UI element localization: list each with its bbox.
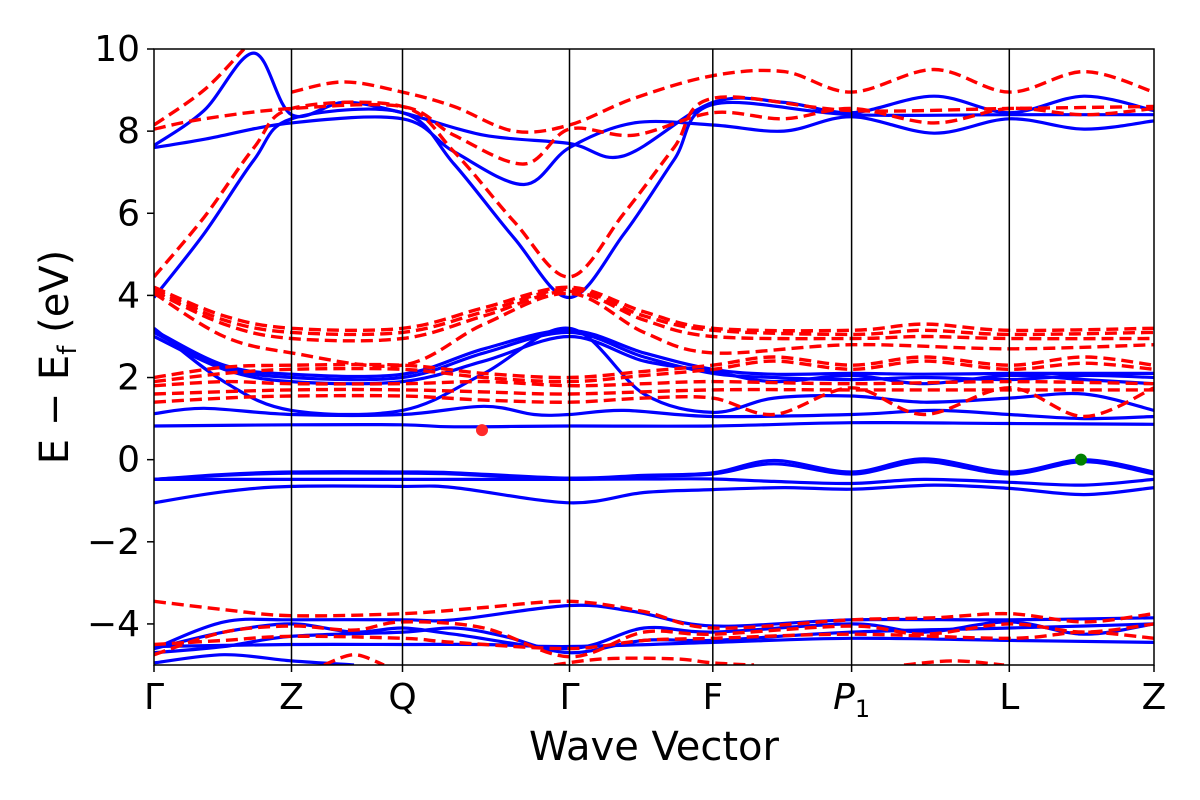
red-dashed-band-31 — [154, 599, 1154, 630]
blue-band-5 — [154, 404, 1154, 421]
y-tick-label-1: 8 — [117, 111, 140, 152]
red-dashed-band-36 — [903, 659, 1005, 665]
x-tick-label-3: Γ — [559, 677, 579, 718]
plot-frame — [153, 48, 1155, 666]
x-tick-label-6: L — [999, 677, 1019, 718]
blue-band-9 — [154, 326, 1154, 417]
red-dashed-band-23 — [154, 359, 1154, 384]
y-tick-label-2: 6 — [117, 193, 140, 234]
kpoint-lines — [290, 49, 1011, 665]
y-tick-label-0: 10 — [94, 29, 140, 70]
blue-band-16 — [154, 603, 1154, 651]
red-dashed-band-22 — [154, 355, 1154, 380]
red-dashed-band-25 — [154, 387, 1154, 396]
red-dashed-band-34 — [323, 653, 385, 665]
red-dashed-band-26 — [154, 386, 1154, 419]
red-dashed-band-35 — [553, 656, 755, 665]
x-tick-label-4: F — [702, 677, 723, 718]
red-dashed-band-19 — [154, 287, 1154, 337]
blue-band-0 — [154, 483, 1154, 505]
red-dashed-band-28 — [154, 102, 1154, 166]
y-tick-label-3: 4 — [117, 275, 140, 316]
blue-band-11 — [154, 115, 1154, 187]
blue-band-13 — [154, 653, 355, 665]
y-axis-ticks: 10 8 6 4 2 0 −2 −4 — [87, 29, 154, 645]
red-point — [476, 424, 488, 437]
red-dashed-band-27 — [154, 95, 1154, 279]
x-tick-label-5: P1 — [833, 677, 870, 723]
blue-band-1 — [154, 477, 1154, 487]
y-axis-label: E − Ef (eV) — [32, 250, 83, 465]
y-axis-label-unit: (eV) — [32, 250, 78, 346]
y-tick-label-4: 2 — [117, 358, 140, 399]
y-tick-label-7: −4 — [87, 604, 140, 645]
x-axis-label: Wave Vector — [529, 724, 780, 770]
blue-band-12 — [154, 51, 1154, 159]
blue-band-10 — [154, 100, 1154, 300]
red-dashed-band-21 — [154, 291, 1154, 368]
blue-band-7 — [154, 330, 1154, 382]
red-dashed-band-33 — [154, 620, 1154, 659]
x-tick-label-2: Q — [388, 677, 416, 718]
y-tick-label-5: 0 — [117, 440, 140, 481]
red-dashed-band-24 — [154, 379, 1154, 388]
y-tick-label-6: −2 — [87, 522, 140, 563]
x-axis-ticks: Γ Z Q Γ F P1 L Z — [144, 665, 1166, 723]
x-tick-label-1: Z — [279, 677, 304, 718]
green-point — [1075, 453, 1087, 466]
blue-band-8 — [154, 328, 1154, 379]
red-dashed-band-29 — [154, 49, 246, 127]
y-axis-label-main: E − E — [32, 355, 78, 465]
blue-band-4 — [154, 421, 1154, 429]
series-layer — [154, 49, 1154, 665]
blue-band-3 — [154, 457, 1154, 481]
x-tick-label-7: Z — [1142, 677, 1167, 718]
x-tick-label-0: Γ — [144, 677, 164, 718]
marker-layer — [476, 424, 1087, 466]
blue-band-17 — [154, 622, 1154, 655]
y-axis-label-sub: f — [53, 345, 83, 355]
